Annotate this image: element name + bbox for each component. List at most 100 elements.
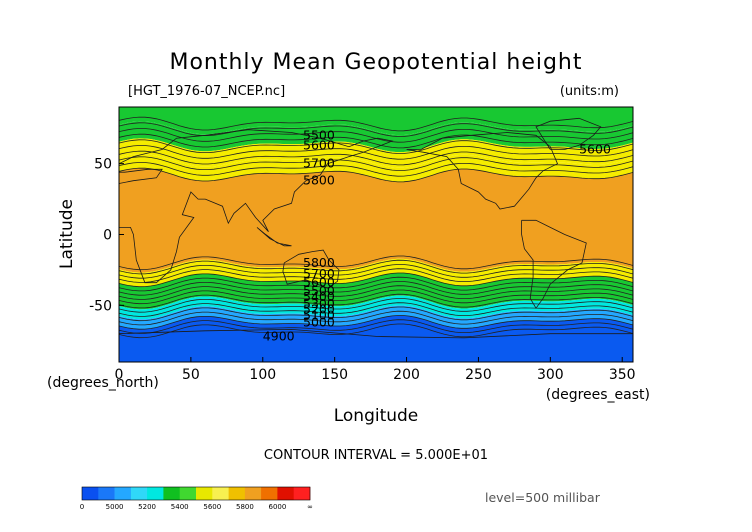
contour-line: [119, 285, 633, 300]
x-tick-label: 100: [249, 367, 276, 383]
coastline: [119, 129, 394, 284]
colorbar-swatch: [228, 487, 246, 500]
colorbar-swatch: [196, 487, 213, 500]
contour-label: 5400: [303, 289, 335, 304]
contour-interval-label: CONTOUR INTERVAL = 5.000E+01: [264, 448, 488, 463]
x-tick-label: 350: [609, 367, 636, 383]
contour-line: [119, 150, 633, 166]
contour-line: [119, 302, 633, 317]
colorbar-label: ∞: [307, 503, 313, 511]
colorbar-swatch: [130, 487, 148, 500]
colorbar-swatch: [277, 487, 294, 500]
colorbar-label: 5600: [203, 503, 221, 511]
y-axis-ticks: -50 0 50: [89, 157, 124, 314]
contour-line: [119, 264, 633, 279]
contour-label: 5300: [303, 296, 335, 311]
colorbar-swatch: [293, 487, 311, 500]
contour-line: [119, 289, 633, 305]
contour-label: 5500: [303, 127, 335, 142]
contour-label: 5000: [303, 314, 335, 329]
y-tick-label: -50: [89, 298, 112, 314]
contour-label: 5600: [303, 137, 335, 152]
contour-label: 5500: [303, 283, 335, 298]
coastline: [406, 132, 559, 210]
level-label: level=500 millibar: [485, 490, 601, 505]
colorbar-label: 5400: [171, 503, 189, 511]
x-tick-label: 250: [465, 367, 492, 383]
x-tick-label: 0: [115, 367, 124, 383]
contour-line: [119, 298, 633, 313]
colorbar-label: 5800: [236, 503, 254, 511]
colorbar-label: 6000: [268, 503, 286, 511]
plot-area: [119, 107, 633, 362]
contour-line: [119, 293, 633, 309]
x-axis-ticks: 0 50 100 150 200 250 300 350: [115, 357, 636, 383]
x-units-label: (degrees_east): [546, 387, 650, 403]
y-axis-label: Latitude: [57, 199, 77, 269]
contour-label: 5200: [303, 302, 335, 317]
contour-line: [119, 167, 633, 183]
colorbar-swatch: [179, 487, 197, 500]
contour-line: [119, 310, 633, 326]
contour-line: [119, 315, 633, 330]
colorbar-swatch: [147, 487, 164, 500]
colorbar-label: 5200: [138, 503, 156, 511]
file-label: [HGT_1976-07_NCEP.nc]: [128, 84, 285, 99]
colorbar-swatch: [163, 487, 180, 500]
colorbar-swatch: [212, 487, 229, 500]
x-tick-label: 50: [182, 367, 200, 383]
coastlines: [119, 117, 633, 339]
contour-line: [119, 145, 633, 160]
colorbar-swatch: [82, 487, 99, 500]
x-axis-label: Longitude: [334, 406, 419, 426]
coastline: [282, 249, 340, 289]
colorbar-frame: [81, 486, 311, 501]
y-tick-label: 0: [103, 228, 112, 244]
coastline: [535, 117, 602, 150]
color-band: [119, 168, 633, 273]
contour-line: [119, 128, 633, 143]
colorbar-swatch: [114, 487, 132, 500]
coastline: [256, 227, 292, 247]
color-band: [119, 107, 633, 136]
contour-label: 4900: [263, 329, 295, 344]
contour-line: [119, 255, 633, 271]
color-band: [119, 285, 633, 310]
contour-label: 5700: [303, 156, 335, 171]
contour-line: [119, 268, 633, 283]
x-tick-label: 150: [321, 367, 348, 383]
contour-label: 5700: [303, 266, 335, 281]
units-label: (units:m): [560, 84, 619, 99]
x-tick-label: 200: [393, 367, 420, 383]
color-band: [119, 305, 633, 330]
coastline: [521, 219, 587, 309]
contour-line: [119, 259, 633, 275]
contour-line: [119, 281, 633, 296]
chart-title: Monthly Mean Geopotential height: [169, 50, 582, 75]
coastline: [119, 328, 633, 339]
colorbar-swatch: [98, 487, 115, 500]
color-band: [119, 295, 633, 320]
contour-line: [119, 116, 633, 132]
colorbar: 0 5000 5200 5400 5600 5800 6000 ∞: [80, 486, 313, 511]
contour-line: [119, 319, 633, 334]
contour-lines: [119, 116, 633, 339]
colorbar-label: 5000: [106, 503, 124, 511]
contour-label: 5100: [303, 307, 335, 322]
contour-line: [119, 272, 633, 288]
contour-line: [119, 323, 633, 339]
y-units-label: (degrees_north): [47, 375, 159, 391]
colorbar-swatch: [244, 487, 262, 500]
contour-label: 5600: [303, 275, 335, 290]
contour-line: [119, 162, 633, 177]
color-band: [119, 138, 633, 168]
colorbar-label: 0: [80, 503, 84, 511]
contour-line: [119, 133, 633, 149]
contour-label: 5800: [303, 255, 335, 270]
contour-line: [119, 139, 633, 154]
contour-label: 5600: [579, 142, 611, 157]
contour-line: [119, 156, 633, 171]
colorbar-swatch: [261, 487, 278, 500]
